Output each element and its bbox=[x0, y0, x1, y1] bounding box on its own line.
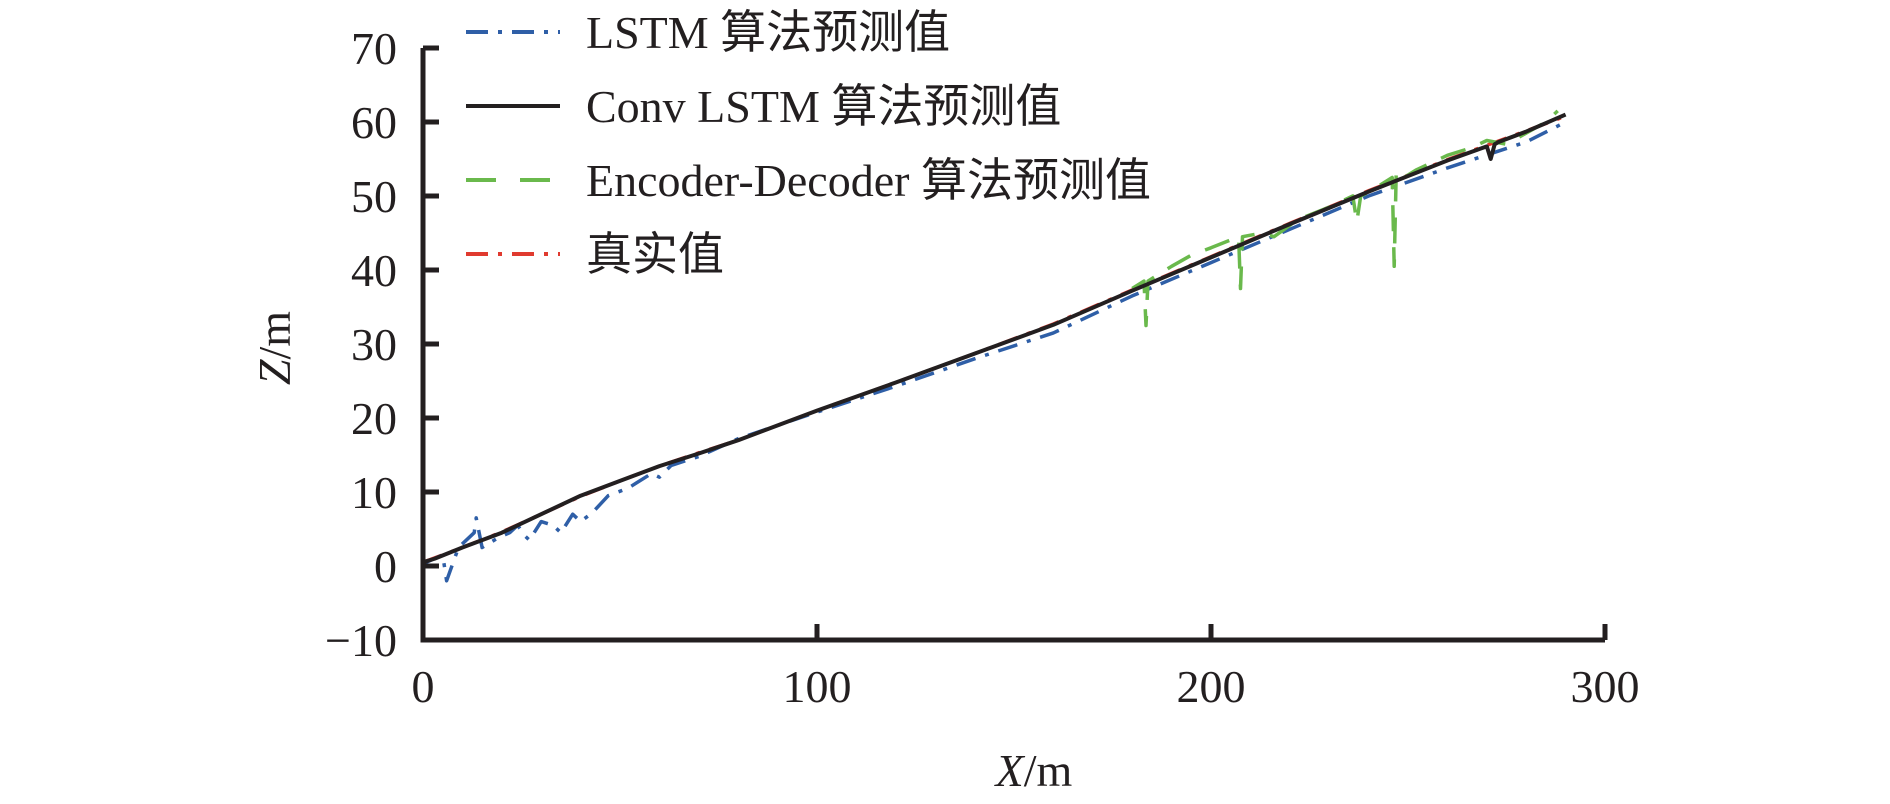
y-tick-label: 10 bbox=[351, 467, 397, 518]
plot-series-group bbox=[422, 109, 1567, 583]
legend-label: LSTM 算法预测值 bbox=[586, 7, 950, 58]
legend-label: 真实值 bbox=[586, 229, 724, 280]
y-tick-label: −10 bbox=[325, 615, 397, 666]
series-line-2 bbox=[1131, 109, 1559, 328]
y-tick-label: 20 bbox=[351, 393, 397, 444]
y-tick-label: 30 bbox=[351, 319, 397, 370]
axes-group: 0 100 200 300 −10 0 10 20 30 40 50 60 70 bbox=[325, 23, 1639, 712]
x-tick-label: 0 bbox=[412, 661, 435, 712]
series-line-1 bbox=[422, 112, 1567, 565]
y-tick-label: 40 bbox=[351, 245, 397, 296]
x-tick-label: 100 bbox=[783, 661, 852, 712]
y-tick-label: 60 bbox=[351, 97, 397, 148]
y-tick-label: 50 bbox=[351, 171, 397, 222]
y-tick-label: 0 bbox=[374, 541, 397, 592]
x-tick-label: 300 bbox=[1571, 661, 1640, 712]
y-tick-label: 70 bbox=[351, 23, 397, 74]
y-axis-title: Z/m bbox=[249, 311, 300, 385]
legend: LSTM 算法预测值 Conv LSTM 算法预测值 Encoder-Decoder… bbox=[466, 7, 1151, 280]
x-tick-label: 200 bbox=[1177, 661, 1246, 712]
legend-label: Conv LSTM 算法预测值 bbox=[586, 81, 1061, 132]
x-axis-title: X/m bbox=[994, 745, 1073, 796]
legend-label: Encoder-Decoder 算法预测值 bbox=[586, 155, 1151, 206]
